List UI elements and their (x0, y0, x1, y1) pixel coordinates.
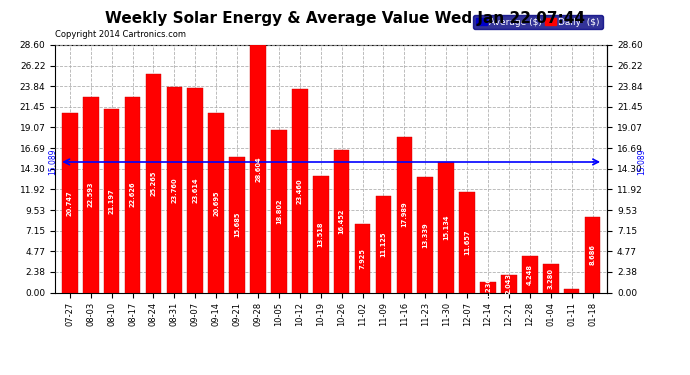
Bar (438, 162, 454, 292)
Bar (375, 196, 391, 292)
Text: 7.925: 7.925 (359, 248, 366, 268)
Text: 15.134: 15.134 (443, 214, 449, 240)
Text: 11.657: 11.657 (464, 229, 470, 255)
Bar (417, 177, 433, 292)
Text: 28.604: 28.604 (255, 156, 261, 182)
Text: 4.248: 4.248 (527, 264, 533, 285)
Text: 23.760: 23.760 (171, 177, 177, 203)
Text: 22.593: 22.593 (88, 182, 94, 207)
Bar (271, 130, 287, 292)
Bar (501, 275, 517, 292)
Text: 17.989: 17.989 (402, 202, 407, 228)
Text: 18.802: 18.802 (276, 198, 282, 224)
Text: 22.626: 22.626 (130, 182, 135, 207)
Text: 13.518: 13.518 (318, 221, 324, 247)
Text: 13.339: 13.339 (422, 222, 428, 248)
Bar (208, 113, 224, 292)
Bar (564, 289, 580, 292)
Bar (166, 87, 182, 292)
Text: 15.089: 15.089 (638, 148, 647, 175)
Text: 15.089: 15.089 (48, 148, 57, 175)
Bar (334, 150, 350, 292)
Bar (460, 192, 475, 292)
Text: 8.686: 8.686 (589, 244, 595, 266)
Text: 21.197: 21.197 (108, 188, 115, 214)
Text: 20.695: 20.695 (213, 190, 219, 216)
Text: Weekly Solar Energy & Average Value Wed Jan 22 07:44: Weekly Solar Energy & Average Value Wed … (105, 11, 585, 26)
Text: 3.280: 3.280 (548, 268, 554, 289)
Text: 2.043: 2.043 (506, 273, 512, 294)
Bar (229, 157, 245, 292)
Bar (125, 97, 140, 292)
Text: 16.452: 16.452 (339, 209, 344, 234)
Bar (313, 176, 328, 292)
Bar (584, 217, 600, 292)
Text: Copyright 2014 Cartronics.com: Copyright 2014 Cartronics.com (55, 30, 186, 39)
Bar (250, 45, 266, 292)
Bar (480, 282, 496, 292)
Bar (188, 88, 203, 292)
Bar (292, 90, 308, 292)
Bar (104, 109, 119, 292)
Text: 15.685: 15.685 (234, 212, 240, 237)
Text: 20.747: 20.747 (67, 190, 73, 216)
Bar (355, 224, 371, 292)
Bar (62, 113, 78, 292)
Text: 25.265: 25.265 (150, 171, 157, 196)
Text: 23.614: 23.614 (193, 177, 198, 203)
Bar (397, 137, 412, 292)
Legend: Average ($), Daily  ($): Average ($), Daily ($) (473, 15, 602, 29)
Bar (522, 256, 538, 292)
Text: 1.236: 1.236 (485, 277, 491, 298)
Text: 23.460: 23.460 (297, 178, 303, 204)
Bar (543, 264, 559, 292)
Text: 11.125: 11.125 (380, 232, 386, 257)
Bar (146, 74, 161, 292)
Bar (83, 97, 99, 292)
